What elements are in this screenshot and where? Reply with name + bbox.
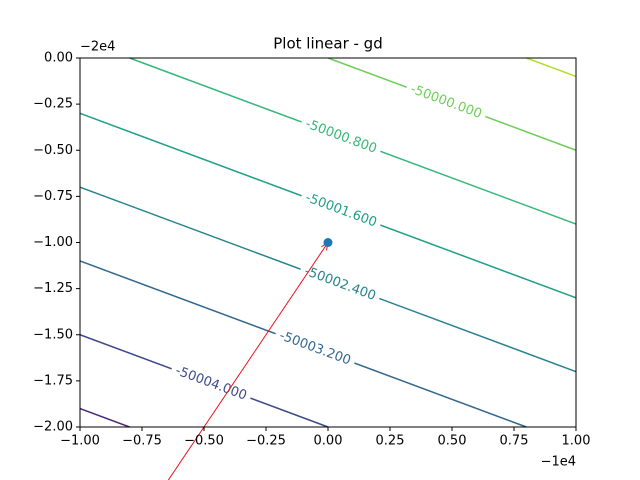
contour-label-group: -50003.200 [272, 326, 358, 371]
arrow-shaft [167, 242, 329, 480]
point [323, 238, 333, 247]
y-tick-label: −0.75 [33, 189, 73, 204]
x-offset-label: −1e4 [541, 455, 576, 470]
x-tick-label: −0.75 [122, 434, 162, 449]
contour-label-gap [298, 188, 384, 233]
x-tick-label: 0.25 [376, 434, 405, 449]
contour-label: -50003.200 [277, 328, 353, 368]
contour-label-gap [297, 261, 383, 307]
x-tick-label: 1.00 [562, 434, 591, 449]
contour-label: -50001.600 [303, 190, 379, 230]
y-tick-label: −1.75 [33, 373, 73, 388]
y-tick-label: −0.50 [33, 143, 73, 158]
contour-label-group: -50000.800 [298, 114, 384, 159]
contour-label-gap [403, 79, 489, 125]
contour-label: -50004.000 [173, 363, 249, 403]
contour-label-gap [298, 114, 384, 159]
x-tick-label: −1.00 [60, 434, 100, 449]
y-tick-label: −1.25 [33, 281, 73, 296]
contour-line [526, 57, 577, 78]
contour-label-gap [168, 361, 254, 406]
chart-title: Plot linear - gd [273, 35, 382, 53]
contour-label-group: -50000.000 [403, 79, 489, 125]
y-tick-label: −2.00 [33, 420, 73, 435]
contour-label: -50000.800 [303, 117, 379, 157]
contour-label-group: -50004.000 [168, 361, 254, 406]
contour-label: -50000.000 [408, 82, 484, 122]
y-tick-label: −0.25 [33, 97, 73, 112]
contour-label-group: -50001.600 [298, 188, 384, 233]
y-tick-label: −1.00 [33, 235, 73, 250]
x-tick-label: 0.75 [500, 434, 529, 449]
contour-label: -50002.400 [302, 264, 378, 304]
contour-label-gap [272, 326, 358, 371]
x-tick-label: −0.25 [246, 434, 286, 449]
y-offset-label: −2e4 [80, 40, 115, 55]
x-tick-label: 0.50 [438, 434, 467, 449]
x-tick-label: 0.00 [314, 434, 343, 449]
x-tick-label: −0.50 [184, 434, 224, 449]
y-tick-label: −1.50 [33, 327, 73, 342]
contour-line [79, 407, 130, 428]
y-tick-label: 0.00 [44, 51, 73, 66]
